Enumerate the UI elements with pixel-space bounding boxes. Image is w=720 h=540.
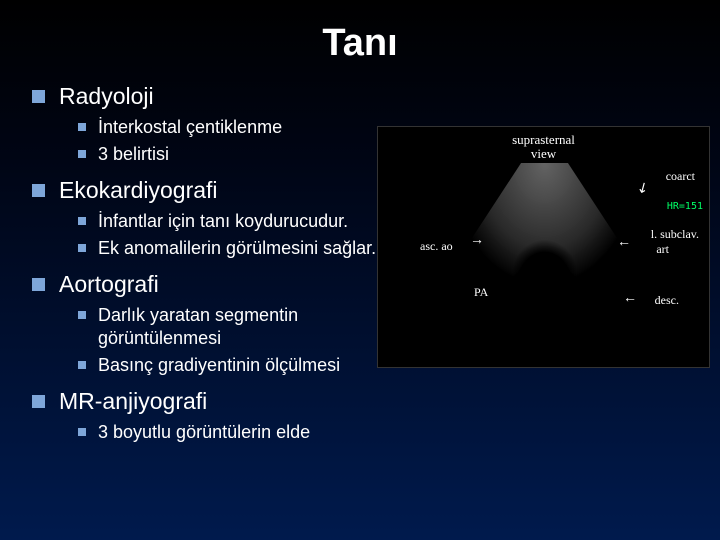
arrow-icon: ← (617, 233, 631, 249)
heading-text: Radyoloji (59, 83, 154, 110)
square-bullet-icon (32, 278, 45, 291)
square-bullet-icon (32, 184, 45, 197)
annotation-coarct: coarct (666, 169, 695, 184)
heading-text: Aortografi (59, 271, 159, 298)
square-bullet-icon (78, 150, 86, 158)
sub-item-text: 3 boyutlu görüntülerin elde (98, 421, 310, 444)
heart-rate-label: HR=151 (667, 201, 703, 212)
sub-item-text: Basınç gradiyentinin ölçülmesi (98, 354, 340, 377)
sub-item-text: İnterkostal çentiklenme (98, 116, 282, 139)
heading-text: Ekokardiyografi (59, 177, 218, 204)
annotation-desc: desc. (655, 293, 679, 308)
annotation-subclav: l. subclav. (651, 227, 699, 242)
square-bullet-icon (78, 217, 86, 225)
arrow-icon: ← (623, 289, 637, 305)
sub-list: 3 boyutlu görüntülerin elde (78, 421, 710, 444)
square-bullet-icon (78, 311, 86, 319)
square-bullet-icon (32, 90, 45, 103)
echocardiogram-image: suprasternalview HR=151 coarct ↙ asc. ao… (377, 126, 710, 368)
square-bullet-icon (32, 395, 45, 408)
square-bullet-icon (78, 428, 86, 436)
square-bullet-icon (78, 123, 86, 131)
annotation-asc-ao: asc. ao (420, 239, 453, 254)
square-bullet-icon (78, 361, 86, 369)
sub-item-text: Darlık yaratan segmentin görüntülenmesi (98, 304, 378, 351)
arrow-icon: ↙ (634, 177, 653, 198)
sub-item-text: 3 belirtisi (98, 143, 169, 166)
sub-item-text: İnfantlar için tanı koydurucudur. (98, 210, 348, 233)
arrow-icon: → (470, 231, 484, 247)
slide-title: Tanı (0, 0, 720, 83)
annotation-pa: PA (474, 285, 488, 300)
sub-item-text: Ek anomalilerin görülmesini sağlar. (98, 237, 376, 260)
square-bullet-icon (78, 244, 86, 252)
annotation-art: art (656, 242, 669, 257)
heading-text: MR-anjiyografi (59, 388, 207, 415)
list-item: MR-anjiyografi 3 boyutlu görüntülerin el… (32, 388, 710, 444)
image-top-label: suprasternalview (512, 133, 575, 162)
sub-list-item: 3 boyutlu görüntülerin elde (78, 421, 710, 444)
